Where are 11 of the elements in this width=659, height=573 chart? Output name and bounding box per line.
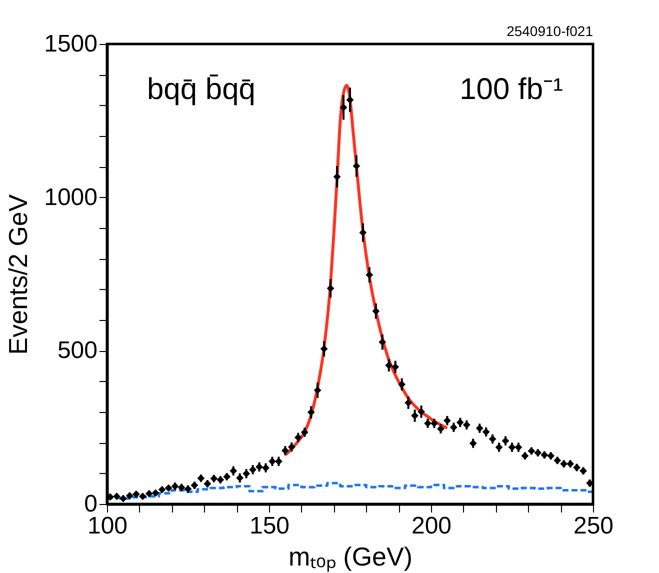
y-tick-label: 500 bbox=[57, 337, 98, 364]
x-tick-label: 250 bbox=[573, 512, 614, 540]
x-axis-title: mₜₒₚ (GeV) bbox=[288, 542, 413, 572]
y-tick-label: 1000 bbox=[44, 184, 98, 211]
y-tick-label: 1500 bbox=[44, 30, 98, 58]
annotation: bqq̄ b̄qq̄ bbox=[147, 73, 256, 106]
annotation: 100 fb⁻¹ bbox=[460, 73, 563, 106]
text: 2540910-f021 bbox=[506, 23, 594, 39]
y-axis-title: Events/2 GeV bbox=[3, 194, 34, 355]
x-tick-label: 150 bbox=[249, 512, 290, 540]
x-tick-label: 200 bbox=[411, 512, 452, 540]
